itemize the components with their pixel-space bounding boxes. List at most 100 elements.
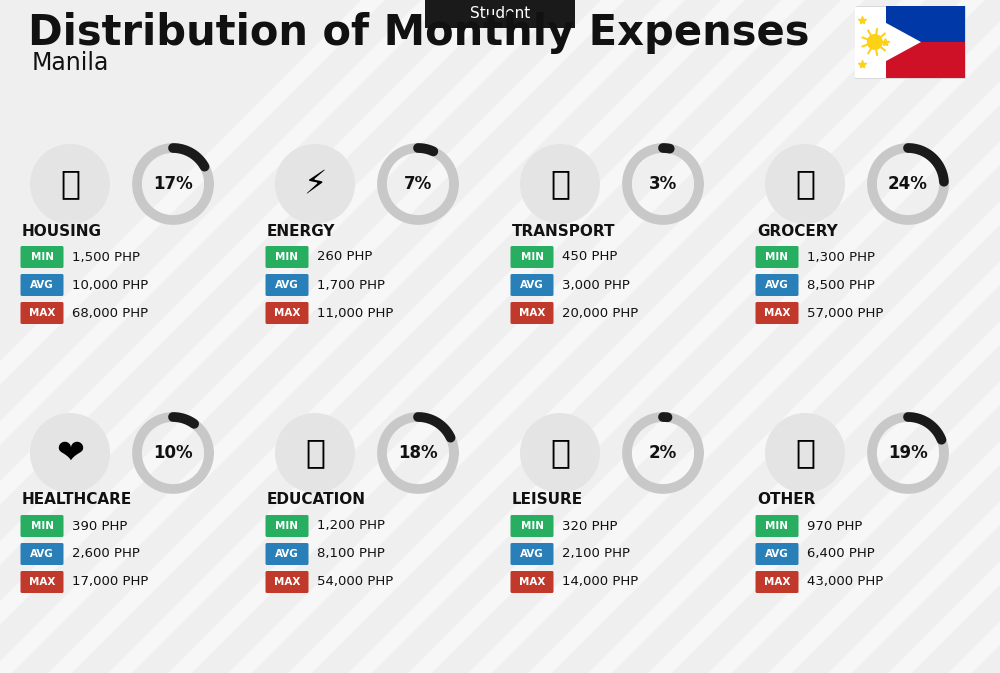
Text: AVG: AVG xyxy=(520,280,544,290)
Text: LEISURE: LEISURE xyxy=(512,493,583,507)
Text: 2%: 2% xyxy=(649,444,677,462)
Text: MIN: MIN xyxy=(30,252,54,262)
Text: 10,000 PHP: 10,000 PHP xyxy=(72,279,148,291)
Text: AVG: AVG xyxy=(765,549,789,559)
Text: 7%: 7% xyxy=(404,175,432,193)
Text: 🚌: 🚌 xyxy=(550,168,570,201)
Text: GROCERY: GROCERY xyxy=(757,223,838,238)
Text: AVG: AVG xyxy=(765,280,789,290)
FancyBboxPatch shape xyxy=(20,274,64,296)
Text: 🛍: 🛍 xyxy=(550,437,570,470)
Text: 🛒: 🛒 xyxy=(795,168,815,201)
Text: ❤: ❤ xyxy=(56,437,84,470)
Text: 💰: 💰 xyxy=(795,437,815,470)
Circle shape xyxy=(867,34,883,50)
Text: MIN: MIN xyxy=(520,252,544,262)
Text: MAX: MAX xyxy=(764,308,790,318)
Text: 24%: 24% xyxy=(888,175,928,193)
FancyBboxPatch shape xyxy=(511,515,554,537)
Text: MAX: MAX xyxy=(29,308,55,318)
Text: 8,500 PHP: 8,500 PHP xyxy=(807,279,875,291)
FancyBboxPatch shape xyxy=(511,274,554,296)
Text: OTHER: OTHER xyxy=(757,493,815,507)
Text: AVG: AVG xyxy=(30,280,54,290)
Circle shape xyxy=(275,144,355,224)
FancyBboxPatch shape xyxy=(266,571,308,593)
Text: ⚡: ⚡ xyxy=(303,168,327,201)
Text: 17,000 PHP: 17,000 PHP xyxy=(72,575,148,588)
FancyBboxPatch shape xyxy=(20,543,64,565)
Circle shape xyxy=(765,413,845,493)
Circle shape xyxy=(275,413,355,493)
FancyBboxPatch shape xyxy=(20,571,64,593)
Text: 17%: 17% xyxy=(153,175,193,193)
FancyBboxPatch shape xyxy=(511,543,554,565)
Text: 6,400 PHP: 6,400 PHP xyxy=(807,548,875,561)
Text: MAX: MAX xyxy=(29,577,55,587)
Circle shape xyxy=(765,144,845,224)
FancyBboxPatch shape xyxy=(855,6,965,78)
FancyBboxPatch shape xyxy=(425,0,575,28)
Circle shape xyxy=(520,413,600,493)
Text: 20,000 PHP: 20,000 PHP xyxy=(562,306,638,320)
Text: Distribution of Monthly Expenses: Distribution of Monthly Expenses xyxy=(28,12,810,54)
FancyBboxPatch shape xyxy=(756,543,798,565)
Text: 18%: 18% xyxy=(398,444,438,462)
Text: MAX: MAX xyxy=(519,577,545,587)
Text: MIN: MIN xyxy=(766,252,788,262)
Circle shape xyxy=(520,144,600,224)
Text: 260 PHP: 260 PHP xyxy=(317,250,372,264)
Text: 68,000 PHP: 68,000 PHP xyxy=(72,306,148,320)
Text: 970 PHP: 970 PHP xyxy=(807,520,862,532)
FancyBboxPatch shape xyxy=(756,246,798,268)
Text: 320 PHP: 320 PHP xyxy=(562,520,618,532)
FancyBboxPatch shape xyxy=(886,6,965,42)
Text: MIN: MIN xyxy=(30,521,54,531)
Text: 1,200 PHP: 1,200 PHP xyxy=(317,520,385,532)
FancyBboxPatch shape xyxy=(20,246,64,268)
Text: 11,000 PHP: 11,000 PHP xyxy=(317,306,393,320)
Polygon shape xyxy=(855,6,921,78)
Text: 450 PHP: 450 PHP xyxy=(562,250,617,264)
FancyBboxPatch shape xyxy=(511,302,554,324)
Text: 14,000 PHP: 14,000 PHP xyxy=(562,575,638,588)
Text: MAX: MAX xyxy=(274,308,300,318)
Text: MIN: MIN xyxy=(766,521,788,531)
Text: 57,000 PHP: 57,000 PHP xyxy=(807,306,883,320)
Text: TRANSPORT: TRANSPORT xyxy=(512,223,616,238)
Text: 43,000 PHP: 43,000 PHP xyxy=(807,575,883,588)
Text: HOUSING: HOUSING xyxy=(22,223,102,238)
Text: 2,100 PHP: 2,100 PHP xyxy=(562,548,630,561)
Text: 10%: 10% xyxy=(153,444,193,462)
Text: 8,100 PHP: 8,100 PHP xyxy=(317,548,385,561)
Text: 19%: 19% xyxy=(888,444,928,462)
Text: 54,000 PHP: 54,000 PHP xyxy=(317,575,393,588)
FancyBboxPatch shape xyxy=(511,246,554,268)
Circle shape xyxy=(30,413,110,493)
FancyBboxPatch shape xyxy=(266,302,308,324)
Text: 3%: 3% xyxy=(649,175,677,193)
Text: 🎓: 🎓 xyxy=(305,437,325,470)
Text: MIN: MIN xyxy=(276,252,298,262)
Text: AVG: AVG xyxy=(275,549,299,559)
Text: HEALTHCARE: HEALTHCARE xyxy=(22,493,132,507)
Text: MAX: MAX xyxy=(764,577,790,587)
Text: AVG: AVG xyxy=(520,549,544,559)
FancyBboxPatch shape xyxy=(266,515,308,537)
Text: Manila: Manila xyxy=(32,51,109,75)
FancyBboxPatch shape xyxy=(266,246,308,268)
FancyBboxPatch shape xyxy=(20,515,64,537)
FancyBboxPatch shape xyxy=(266,543,308,565)
FancyBboxPatch shape xyxy=(756,515,798,537)
Text: 3,000 PHP: 3,000 PHP xyxy=(562,279,630,291)
Text: 1,700 PHP: 1,700 PHP xyxy=(317,279,385,291)
Circle shape xyxy=(30,144,110,224)
Text: MIN: MIN xyxy=(520,521,544,531)
Text: AVG: AVG xyxy=(30,549,54,559)
FancyBboxPatch shape xyxy=(756,274,798,296)
FancyBboxPatch shape xyxy=(511,571,554,593)
Text: MAX: MAX xyxy=(274,577,300,587)
Text: Student: Student xyxy=(470,7,530,22)
FancyBboxPatch shape xyxy=(266,274,308,296)
FancyBboxPatch shape xyxy=(756,302,798,324)
